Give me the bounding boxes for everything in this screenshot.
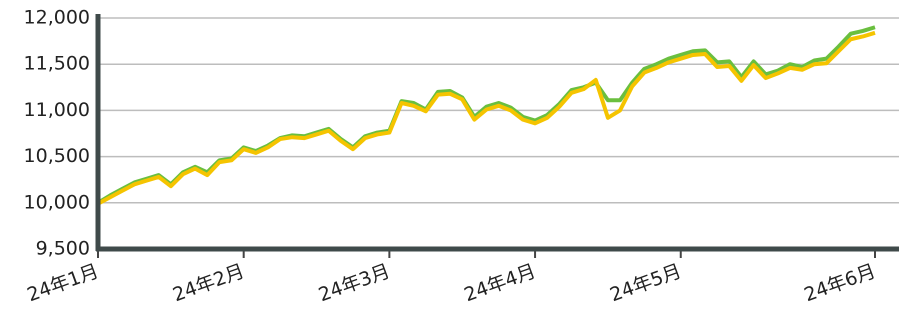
- y-tick-label: 11,500: [24, 53, 90, 75]
- y-tick-label: 10,000: [24, 191, 90, 213]
- x-tick-label: 24年4月: [461, 260, 538, 306]
- y-tick-label: 11,000: [24, 99, 90, 121]
- series-line: [96, 25, 876, 205]
- x-tick-label: 24年6月: [801, 260, 878, 306]
- y-tick-label: 10,500: [24, 145, 90, 167]
- y-tick-label: 9,500: [36, 238, 90, 260]
- x-tick-label: 24年2月: [170, 260, 247, 306]
- x-tick-label: 24年1月: [24, 260, 101, 306]
- series-line: [97, 30, 876, 206]
- x-tick-label: 24年3月: [316, 260, 393, 306]
- x-tick-label: 24年5月: [607, 260, 684, 306]
- y-tick-label: 12,000: [24, 7, 90, 29]
